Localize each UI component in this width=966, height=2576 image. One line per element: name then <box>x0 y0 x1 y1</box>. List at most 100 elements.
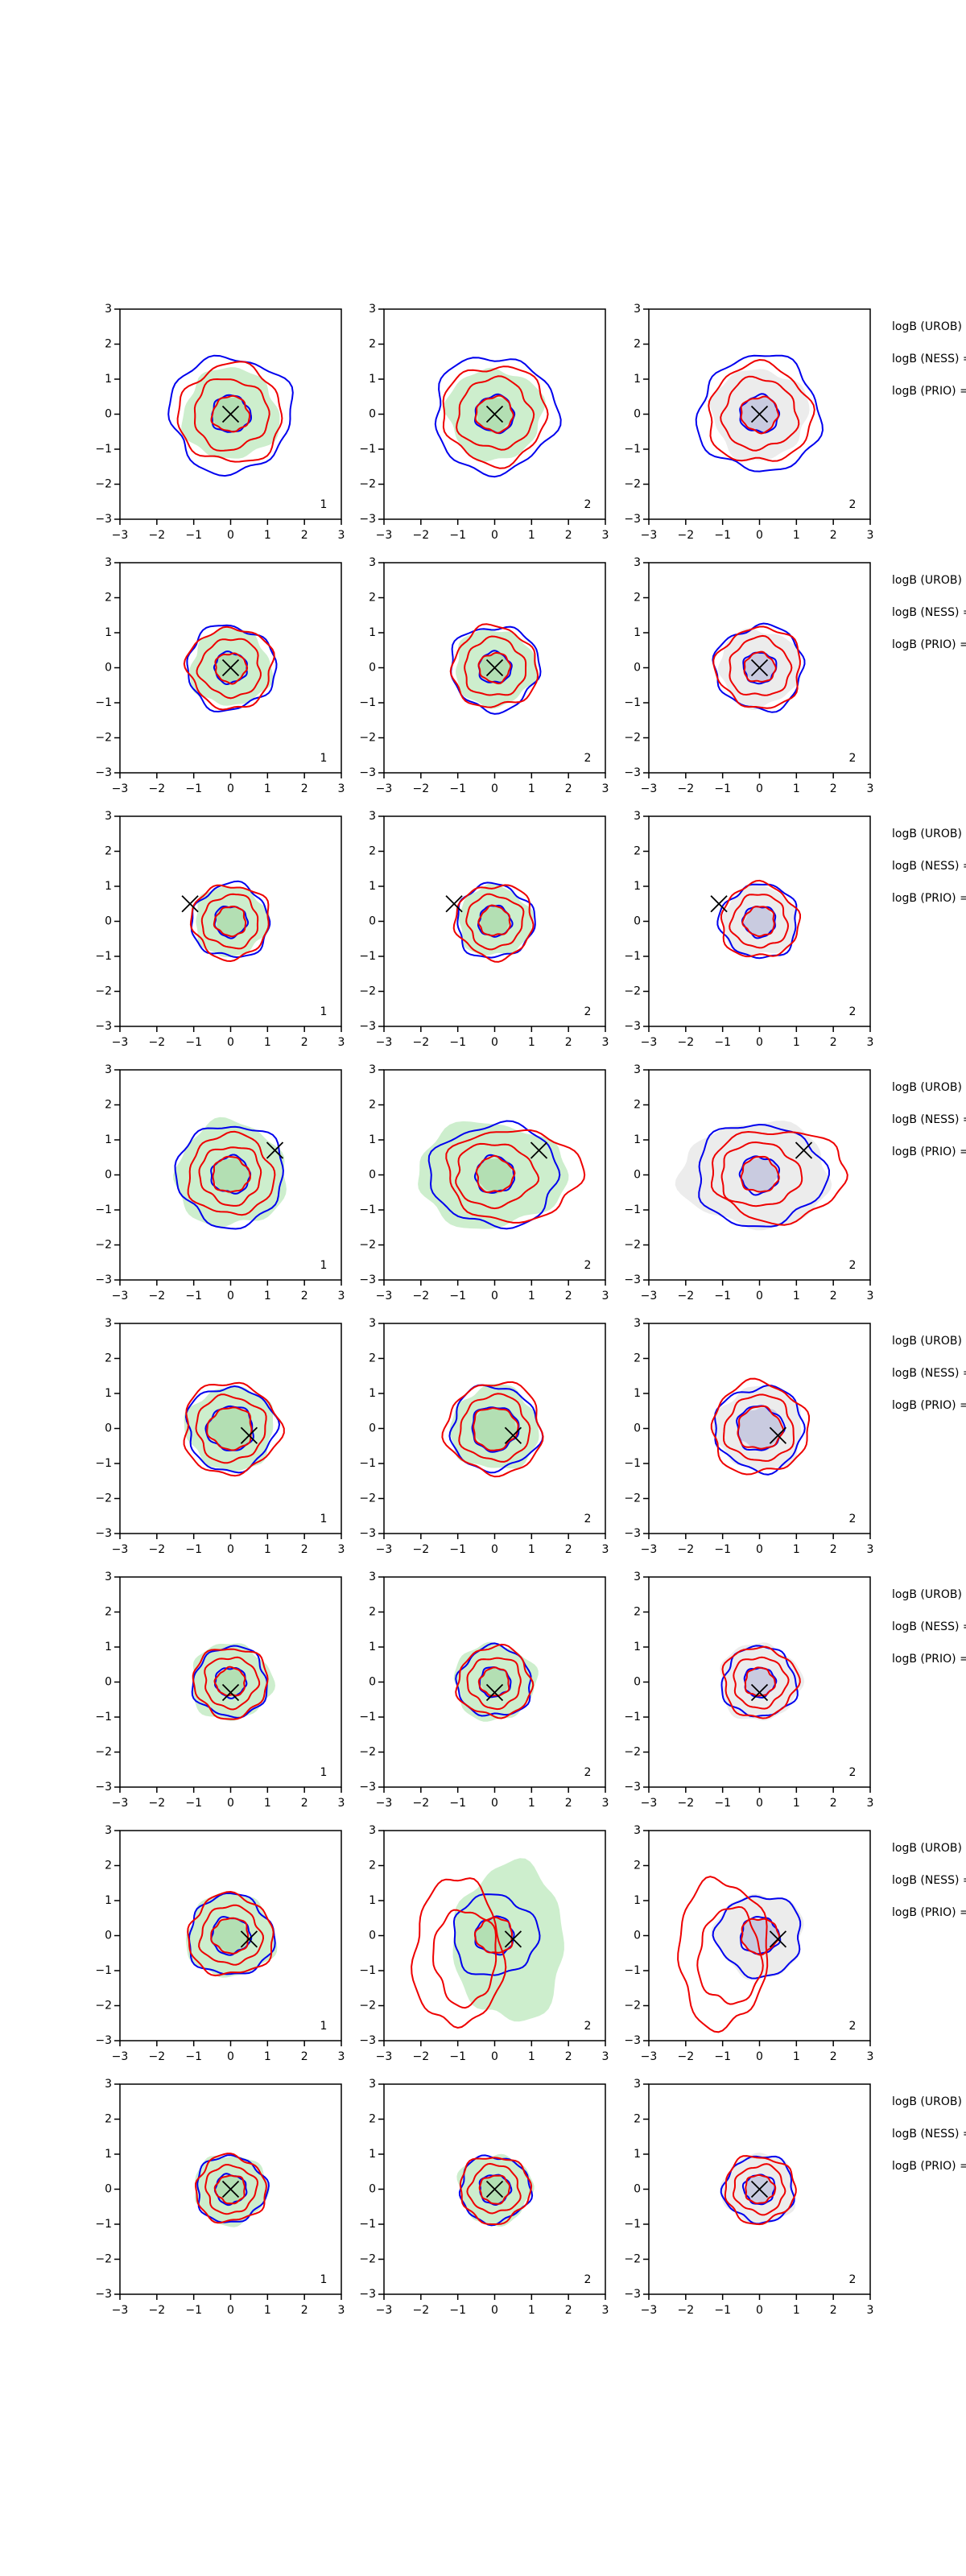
y-tick-label: 3 <box>634 303 641 316</box>
contour-red <box>729 634 793 696</box>
x-tick-label: 3 <box>602 1290 609 1302</box>
contour-red <box>464 635 527 696</box>
panel: −3 −2 −1 0 1 2 3 −3 −2 −1 0 1 2 3 2 logB (UROB) = logB (… <box>624 303 966 542</box>
x-tick-label: −1 <box>714 782 731 795</box>
panel-label: 2 <box>849 2020 857 2033</box>
contour-red <box>455 1643 535 1719</box>
contour-red <box>465 893 525 951</box>
x-tick-label: −2 <box>413 2050 430 2063</box>
contour-red <box>722 1393 795 1462</box>
marker <box>221 405 240 423</box>
density-fill <box>745 1668 775 1698</box>
y-tick-label: 2 <box>105 338 112 351</box>
x-tick-label: 1 <box>264 2050 271 2063</box>
y-tick-label: 2 <box>105 1099 112 1112</box>
annotation: logB (UROB) = <box>892 320 966 333</box>
contour-red <box>478 2174 511 2205</box>
y-tick-label: −1 <box>624 696 641 709</box>
marker <box>710 895 728 913</box>
x-tick-label: −1 <box>714 2304 731 2317</box>
y-tick-label: 0 <box>634 2183 641 2196</box>
panel: −3 −2 −1 0 1 2 3 −3 −2 −1 0 1 2 3 1 <box>95 810 345 1049</box>
x-tick-label: 1 <box>793 529 800 542</box>
marker <box>750 1683 769 1702</box>
x-tick-label: −2 <box>149 1290 166 1302</box>
y-tick-label: 0 <box>369 1422 376 1435</box>
annotation: logB (NESS) = <box>892 1113 966 1126</box>
y-tick-label: −2 <box>359 2000 376 2013</box>
contour-blue <box>713 1384 806 1476</box>
x-tick-label: −2 <box>413 2304 430 2317</box>
x-tick-label: 2 <box>565 1797 572 1810</box>
y-tick-label: 0 <box>105 1422 112 1435</box>
x-tick-label: 1 <box>528 2050 535 2063</box>
marker <box>221 658 240 677</box>
contour-red <box>411 1877 507 2029</box>
x-tick-label: −1 <box>714 1036 731 1049</box>
y-tick-label: −2 <box>359 1746 376 1759</box>
x-tick-label: −1 <box>185 782 202 795</box>
annotation: logB (NESS) = <box>892 606 966 619</box>
panel-label: 2 <box>849 2273 857 2286</box>
x-tick-label: −3 <box>376 782 393 795</box>
contour-red <box>204 1656 261 1711</box>
marker <box>181 895 199 913</box>
x-tick-label: 3 <box>338 1797 345 1810</box>
marker <box>750 658 769 677</box>
y-tick-label: 3 <box>634 1317 641 1330</box>
y-tick-label: 0 <box>634 1930 641 1942</box>
annotation: logB (PRIO) = <box>892 1906 966 1919</box>
contour-blue <box>434 357 562 478</box>
panel: −3 −2 −1 0 1 2 3 −3 −2 −1 0 1 2 3 2 logB (UROB) = logB (… <box>624 1063 966 1302</box>
x-tick-label: −3 <box>376 1036 393 1049</box>
y-tick-label: 0 <box>369 662 376 675</box>
contour-red <box>193 378 270 452</box>
y-tick-label: 1 <box>634 1641 641 1653</box>
x-tick-label: 2 <box>301 529 308 542</box>
x-tick-label: −3 <box>112 529 129 542</box>
panel: −3 −2 −1 0 1 2 3 −3 −2 −1 0 1 2 3 1 <box>95 1063 345 1302</box>
contour-red <box>712 625 801 709</box>
x-tick-label: 0 <box>491 1036 498 1049</box>
x-tick-label: 1 <box>793 2050 800 2063</box>
y-tick-label: −3 <box>624 2034 641 2047</box>
contour-blue <box>174 1125 284 1230</box>
x-tick-label: 0 <box>227 529 234 542</box>
y-tick-label: 0 <box>634 662 641 675</box>
contour-blue <box>473 1154 516 1194</box>
contour-red <box>473 1407 519 1451</box>
contour-blue <box>188 1892 276 1975</box>
contour-red <box>455 1142 540 1210</box>
contour-red <box>458 1393 531 1463</box>
contour-red <box>187 1130 276 1216</box>
annotation: logB (PRIO) = <box>892 385 966 398</box>
x-tick-label: 3 <box>338 1543 345 1556</box>
marker <box>221 1683 240 1702</box>
x-tick-label: −2 <box>413 1797 430 1810</box>
annotation: logB (NESS) = <box>892 1874 966 1887</box>
x-tick-label: −2 <box>149 529 166 542</box>
y-tick-label: 3 <box>634 556 641 569</box>
contour-red <box>475 1154 516 1194</box>
x-tick-label: 0 <box>227 782 234 795</box>
y-tick-label: −2 <box>624 2000 641 2013</box>
y-tick-label: −1 <box>359 443 376 456</box>
marker <box>530 1141 548 1159</box>
contour-red <box>473 1916 514 1954</box>
y-tick-label: 2 <box>634 2113 641 2126</box>
y-tick-label: −1 <box>95 2218 112 2231</box>
y-tick-label: −3 <box>624 1527 641 1540</box>
contour-blue <box>455 1642 532 1717</box>
panel-label: 2 <box>584 2273 592 2286</box>
panel-label: 2 <box>849 1005 857 1018</box>
x-tick-label: −1 <box>185 1543 202 1556</box>
x-tick-label: 1 <box>793 1036 800 1049</box>
y-tick-label: −2 <box>95 732 112 745</box>
x-tick-label: −1 <box>714 1290 731 1302</box>
contour-red <box>187 1890 275 1977</box>
y-tick-label: −3 <box>95 1781 112 1794</box>
y-tick-label: 1 <box>634 373 641 386</box>
x-tick-label: 3 <box>602 1036 609 1049</box>
y-tick-label: −3 <box>359 2288 376 2301</box>
contour-red <box>720 375 800 452</box>
